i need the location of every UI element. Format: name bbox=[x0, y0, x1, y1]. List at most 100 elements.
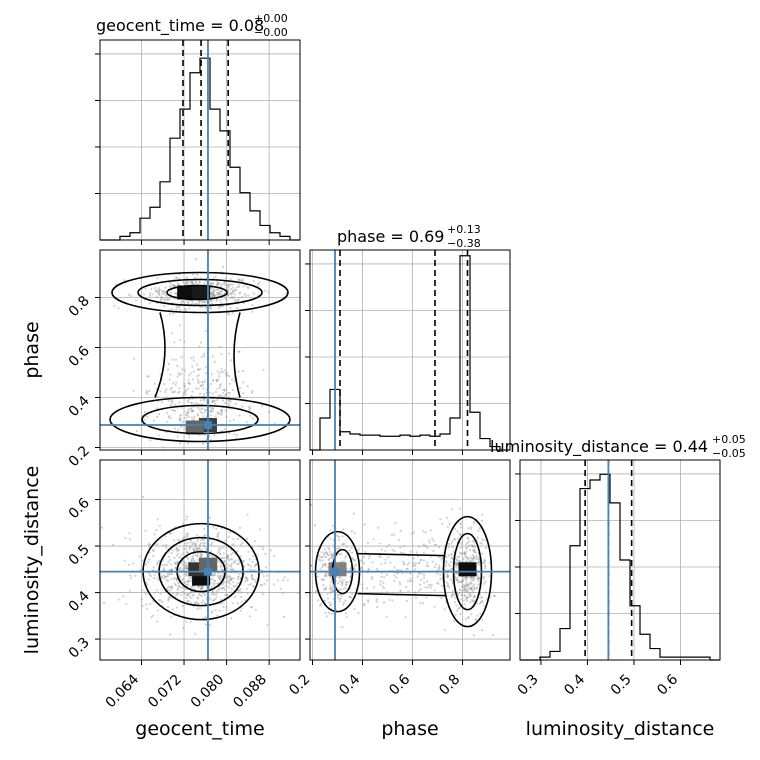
panel-phase-vs-luminosity-distance-sample-point bbox=[457, 559, 460, 562]
panel-geocent-time-vs-luminosity-distance-sample-point bbox=[249, 565, 252, 568]
panel-phase-vs-luminosity-distance-sample-point bbox=[443, 628, 446, 631]
panel-phase-vs-luminosity-distance-sample-point bbox=[322, 588, 326, 591]
panel-phase-vs-luminosity-distance-sample-point bbox=[460, 580, 463, 583]
panel-geocent-time-vs-phase-sample-point bbox=[178, 390, 181, 393]
panel-geocent-time-vs-phase-sample-point bbox=[211, 400, 214, 404]
panel-phase-vs-luminosity-distance-sample-point bbox=[455, 572, 458, 575]
panel-phase-vs-luminosity-distance-sample-point bbox=[344, 581, 348, 584]
panel-geocent-time-vs-phase-sample-point bbox=[186, 300, 189, 304]
panel-phase-vs-luminosity-distance-sample-point bbox=[454, 576, 457, 579]
ylabel-luminosity-distance: luminosity_distance bbox=[21, 466, 43, 655]
panel-phase-vs-luminosity-distance-sample-point bbox=[367, 568, 370, 571]
panel-phase-vs-luminosity-distance-sample-point bbox=[342, 543, 345, 546]
panel-phase-vs-luminosity-distance-sample-point bbox=[393, 579, 396, 583]
panel-phase-vs-luminosity-distance-sample-point bbox=[402, 560, 405, 563]
panel-geocent-time-vs-phase-sample-point bbox=[221, 370, 224, 373]
panel-geocent-time-vs-phase-density-cell bbox=[177, 285, 196, 300]
panel-geocent-time-vs-luminosity-distance-sample-point bbox=[167, 606, 170, 609]
panel-phase-vs-luminosity-distance-sample-point bbox=[349, 596, 352, 599]
panel-geocent-time-vs-luminosity-distance-sample-point bbox=[152, 614, 155, 617]
panel-geocent-time-vs-luminosity-distance-sample-point bbox=[228, 559, 231, 562]
panel-geocent-time-vs-luminosity-distance-sample-point bbox=[178, 568, 181, 571]
panel-geocent-time-vs-luminosity-distance-sample-point bbox=[227, 565, 230, 568]
panel-geocent-time-vs-luminosity-distance-sample-point bbox=[148, 542, 151, 546]
panel-geocent-time-vs-phase-sample-point bbox=[190, 416, 193, 419]
panel-geocent-time-vs-luminosity-distance-sample-point bbox=[254, 563, 257, 566]
panel-phase-vs-luminosity-distance-sample-point bbox=[441, 556, 444, 559]
panel-geocent-time-vs-phase-sample-point bbox=[258, 281, 261, 284]
panel-geocent-time-vs-luminosity-distance-sample-point bbox=[222, 605, 225, 609]
panel-geocent-time-vs-phase-sample-point bbox=[197, 301, 200, 304]
panel-phase-vs-luminosity-distance-sample-point bbox=[476, 577, 479, 581]
panel-geocent-time-vs-luminosity-distance-sample-point bbox=[220, 568, 223, 571]
panel-phase-vs-luminosity-distance-sample-point bbox=[467, 593, 471, 596]
panel-geocent-time-vs-luminosity-distance-sample-point bbox=[197, 547, 201, 550]
panel-geocent-time-vs-luminosity-distance-sample-point bbox=[141, 559, 144, 562]
panel-geocent-time-vs-luminosity-distance-sample-point bbox=[230, 565, 233, 568]
panel-phase-vs-luminosity-distance-sample-point bbox=[324, 564, 327, 567]
panel-geocent-time-vs-luminosity-distance-sample-point bbox=[231, 558, 234, 561]
panel-geocent-time-vs-luminosity-distance-sample-point bbox=[160, 576, 164, 579]
panel-phase-vs-luminosity-distance-sample-point bbox=[447, 554, 450, 557]
panel-phase-vs-luminosity-distance-sample-point bbox=[410, 532, 414, 535]
panel-geocent-time-vs-phase-sample-point bbox=[223, 281, 226, 284]
panel-geocent-time-vs-phase-sample-point bbox=[209, 382, 212, 386]
panel-phase-vs-luminosity-distance-sample-point bbox=[451, 593, 454, 596]
panel-phase-vs-luminosity-distance-sample-point bbox=[342, 603, 345, 606]
panel-geocent-time-vs-phase-sample-point bbox=[244, 295, 247, 298]
panel-phase-vs-luminosity-distance-sample-point bbox=[469, 588, 473, 591]
panel-geocent-time-vs-phase-sample-point bbox=[217, 293, 220, 296]
panel-phase-vs-luminosity-distance-sample-point bbox=[463, 551, 466, 554]
panel-geocent-time-vs-luminosity-distance-sample-point bbox=[243, 565, 246, 568]
panel-geocent-time-vs-phase-sample-point bbox=[160, 290, 163, 293]
panel-phase-vs-luminosity-distance-sample-point bbox=[405, 567, 408, 571]
panel-geocent-time-vs-phase-sample-point bbox=[222, 392, 225, 395]
panel-geocent-time-vs-luminosity-distance-sample-point bbox=[197, 586, 200, 589]
panel-geocent-time-vs-luminosity-distance-sample-point bbox=[212, 555, 215, 559]
panel-geocent-time-vs-phase-sample-point bbox=[223, 394, 226, 397]
panel-phase-vs-luminosity-distance-sample-point bbox=[474, 619, 477, 622]
panel-geocent-time-vs-luminosity-distance-sample-point bbox=[145, 581, 148, 584]
panel-geocent-time-vs-phase-sample-point bbox=[167, 362, 170, 365]
panel-geocent-time-vs-luminosity-distance-sample-point bbox=[246, 513, 249, 516]
panel-geocent-time-vs-phase-sample-point bbox=[195, 375, 198, 378]
panel-geocent-time-vs-phase-sample-point bbox=[205, 409, 208, 412]
panel-geocent-time-vs-luminosity-distance-sample-point bbox=[167, 585, 170, 589]
panel-phase-vs-luminosity-distance-sample-point bbox=[405, 585, 408, 589]
panel-geocent-time-vs-luminosity-distance-sample-point bbox=[185, 600, 189, 604]
panel-geocent-time-vs-phase-sample-point bbox=[198, 281, 201, 284]
panel-geocent-time-vs-phase-sample-point bbox=[220, 413, 223, 416]
panel-geocent-time-vs-phase-sample-point bbox=[197, 381, 200, 385]
panel-geocent-time-vs-phase-sample-point bbox=[219, 383, 222, 386]
panel-phase-vs-luminosity-distance-sample-point bbox=[470, 575, 473, 579]
panel-phase-vs-luminosity-distance-sample-point bbox=[476, 586, 479, 590]
panel-geocent-time-vs-luminosity-distance-sample-point bbox=[171, 549, 174, 552]
panel-phase-vs-luminosity-distance-sample-point bbox=[456, 561, 459, 564]
panel-geocent-time-vs-phase-sample-point bbox=[191, 282, 194, 285]
panel-phase-vs-luminosity-distance-sample-point bbox=[471, 553, 474, 557]
panel-geocent-time-vs-luminosity-distance-sample-point bbox=[204, 615, 207, 619]
panel-phase-vs-luminosity-distance-sample-point bbox=[475, 618, 478, 621]
panel-geocent-time-vs-luminosity-distance-sample-point bbox=[185, 556, 189, 559]
panel-geocent-time-vs-luminosity-distance-sample-point bbox=[213, 582, 216, 585]
panel-phase-vs-luminosity-distance-sample-point bbox=[423, 544, 426, 547]
panel-geocent-time-vs-luminosity-distance-sample-point bbox=[188, 577, 191, 580]
panel-geocent-time-vs-phase-sample-point bbox=[204, 408, 207, 411]
panel-phase-vs-luminosity-distance-sample-point bbox=[344, 554, 348, 558]
panel-phase-vs-luminosity-distance-sample-point bbox=[327, 611, 330, 615]
panel-geocent-time-vs-phase-sample-point bbox=[224, 409, 227, 412]
panel-geocent-time-vs-phase-sample-point bbox=[211, 293, 214, 296]
panel-geocent-time-vs-luminosity-distance-sample-point bbox=[208, 623, 211, 627]
panel-phase-vs-luminosity-distance-sample-point bbox=[483, 559, 486, 562]
panel-geocent-time-vs-luminosity-distance-sample-point bbox=[247, 583, 250, 586]
panel-geocent-time-vs-phase-sample-point bbox=[153, 382, 156, 385]
panel-geocent-time-vs-phase-sample-point bbox=[231, 283, 234, 286]
panel-phase-vs-luminosity-distance-sample-point bbox=[488, 574, 491, 578]
panel-phase-vs-luminosity-distance-sample-point bbox=[470, 586, 473, 589]
panel-geocent-time-vs-luminosity-distance-sample-point bbox=[222, 572, 225, 575]
panel-geocent-time-vs-luminosity-distance-sample-point bbox=[156, 518, 159, 521]
panel-geocent-time-vs-phase-sample-point bbox=[132, 389, 135, 392]
panel-phase-vs-luminosity-distance-sample-point bbox=[422, 602, 425, 605]
panel-geocent-time-vs-luminosity-distance-sample-point bbox=[177, 552, 180, 555]
panel-phase-vs-luminosity-distance-sample-point bbox=[473, 521, 476, 525]
